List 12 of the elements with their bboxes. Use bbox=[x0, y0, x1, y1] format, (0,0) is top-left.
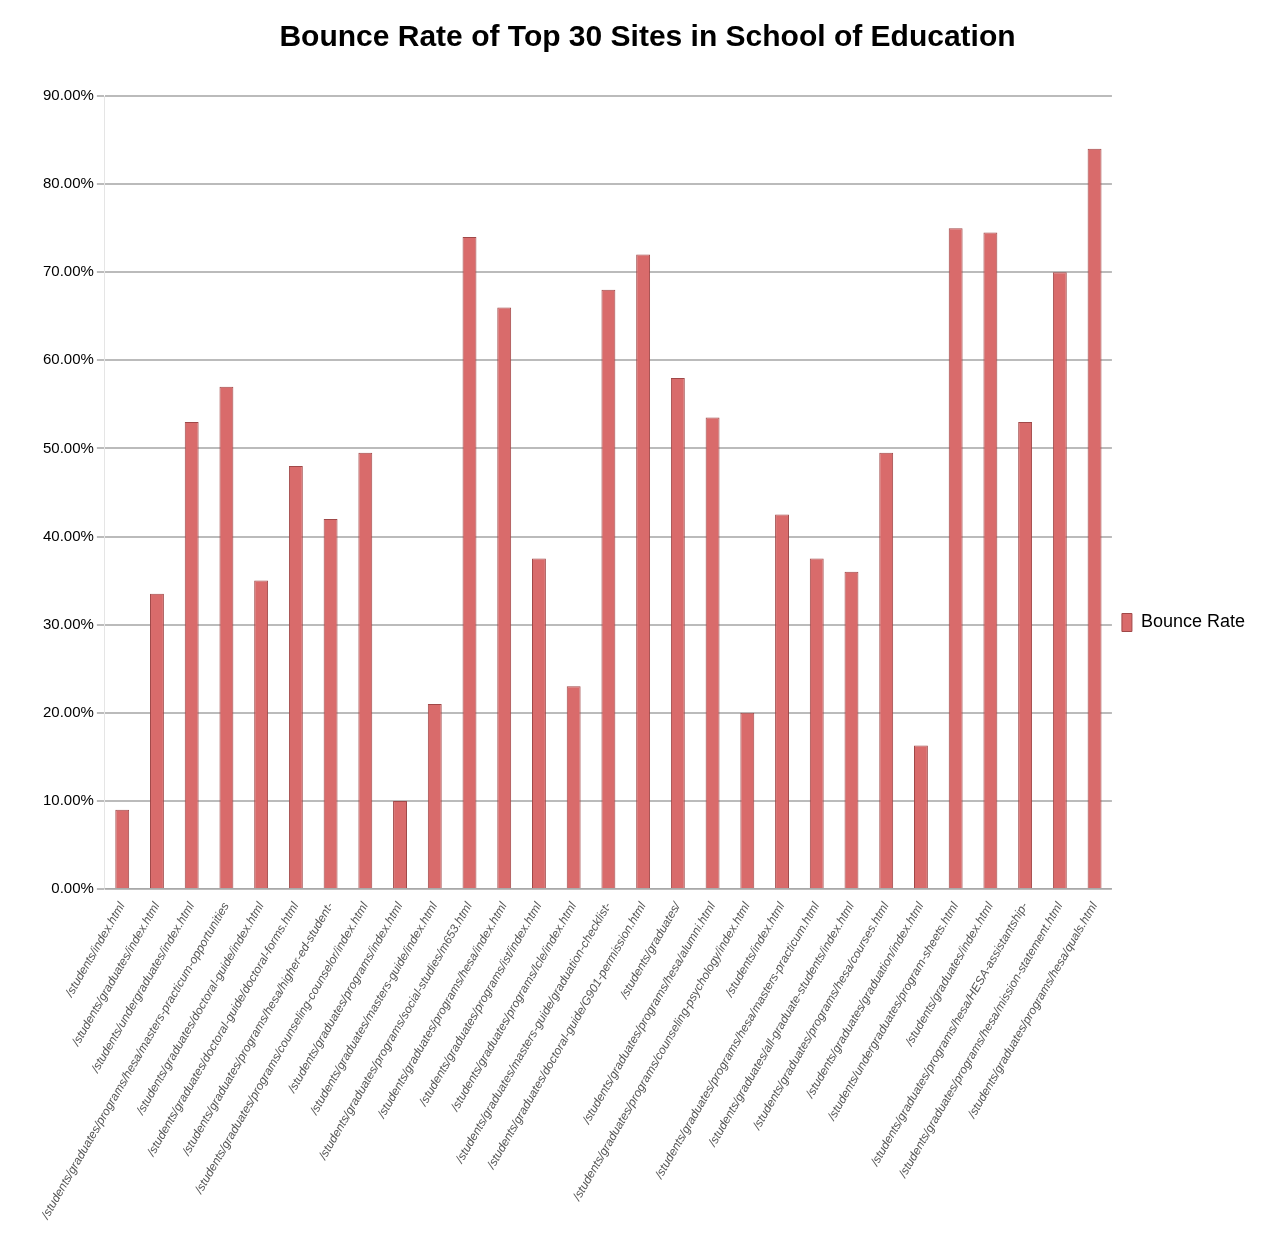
legend-label: Bounce Rate bbox=[1140, 611, 1246, 632]
chart-title: Bounce Rate of Top 30 Sites in School of Education bbox=[279, 19, 1016, 53]
y-tick-label: 60.00% bbox=[43, 350, 94, 368]
y-tick-label: 70.00% bbox=[43, 262, 94, 280]
y-tick-label: 20.00% bbox=[43, 702, 94, 720]
y-tick-label: 30.00% bbox=[43, 614, 94, 632]
y-tick-label: 40.00% bbox=[43, 526, 94, 544]
y-tick-label: 80.00% bbox=[43, 174, 94, 192]
y-tick-label: 10.00% bbox=[43, 791, 94, 809]
y-tick-label: 0.00% bbox=[51, 879, 94, 897]
y-tick-label: 50.00% bbox=[43, 438, 94, 456]
y-tick-label: 90.00% bbox=[43, 86, 94, 104]
